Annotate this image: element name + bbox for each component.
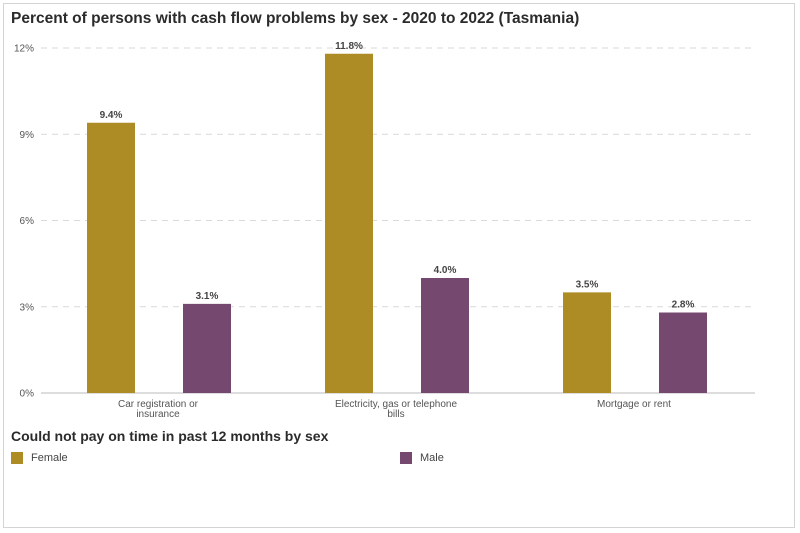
bar-male [659, 312, 707, 393]
data-label: 3.5% [576, 279, 599, 290]
y-tick-label: 12% [14, 44, 34, 55]
bar-female [87, 122, 135, 393]
chart-title: Percent of persons with cash flow proble… [11, 10, 580, 27]
legend-label-female: Female [31, 452, 68, 464]
bar-male [421, 278, 469, 393]
bar-chart: 0% 3% 6% 9% 12% 9.4% 3.1% Car registration or in… [14, 41, 755, 420]
x-tick-label: Electricity, gas or telephone bills [335, 399, 458, 420]
legend-item-male[interactable]: Male [400, 452, 444, 464]
bar-female [325, 53, 373, 393]
y-tick-label: 3% [20, 302, 35, 313]
y-tick-label: 9% [20, 130, 35, 141]
y-tick-label: 0% [20, 389, 35, 400]
legend-title: Could not pay on time in past 12 months … [11, 428, 329, 444]
legend-item-female[interactable]: Female [11, 452, 68, 464]
x-tick-label: Mortgage or rent [597, 399, 671, 410]
x-tick-label: Car registration or insurance [118, 399, 199, 420]
data-label: 2.8% [672, 300, 695, 311]
legend-label-male: Male [420, 452, 444, 464]
data-label: 11.8% [335, 41, 363, 52]
data-label: 3.1% [196, 291, 219, 302]
data-label: 9.4% [100, 110, 123, 121]
y-tick-label: 6% [20, 216, 35, 227]
legend-swatch-male [400, 452, 412, 464]
bar-male [183, 303, 231, 393]
data-label: 4.0% [434, 265, 457, 276]
bar-female [563, 292, 611, 393]
legend-swatch-female [11, 452, 23, 464]
